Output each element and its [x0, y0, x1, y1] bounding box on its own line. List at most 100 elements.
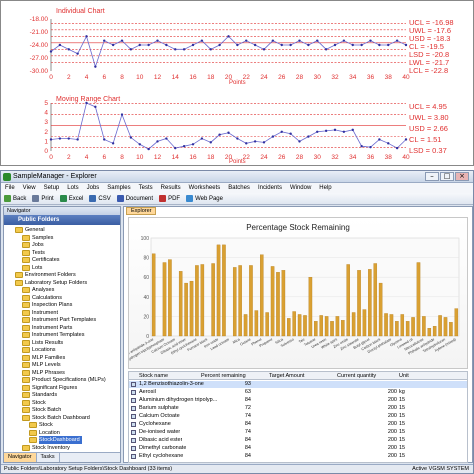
- close-button[interactable]: ×: [455, 172, 469, 181]
- moving-range-point: [165, 137, 168, 140]
- moving-range-ytick-label: 5: [44, 100, 48, 107]
- moving-range-point: [138, 143, 141, 146]
- tab-navigator[interactable]: Navigator: [4, 453, 37, 462]
- tree-item[interactable]: Calculations: [22, 294, 62, 302]
- table-cell-name: Barium sulphate: [139, 405, 179, 411]
- excel-button[interactable]: Excel: [57, 194, 87, 204]
- menu-item-tests[interactable]: Tests: [138, 185, 153, 191]
- moving-range-chart-title: Moving Range Chart: [56, 96, 120, 103]
- menu-item-window[interactable]: Window: [289, 185, 312, 191]
- tree-item[interactable]: Analyses: [22, 286, 54, 294]
- tree-item[interactable]: Instrument Part Templates: [22, 316, 96, 324]
- tree-item[interactable]: Locations: [22, 346, 56, 354]
- tree-item[interactable]: Location: [29, 429, 60, 437]
- tree-item[interactable]: Instrument: [22, 309, 58, 317]
- folder-icon: [22, 339, 30, 346]
- tree-item[interactable]: Standards: [22, 391, 57, 399]
- tree-item[interactable]: Jobs: [22, 241, 44, 249]
- tree-item[interactable]: Stock: [22, 399, 46, 407]
- bar: [357, 270, 361, 337]
- menu-item-samples[interactable]: Samples: [107, 185, 131, 191]
- folder-icon: [22, 234, 30, 241]
- maximize-button[interactable]: □: [440, 172, 454, 181]
- col-unit[interactable]: Unit: [399, 373, 409, 379]
- csv-button[interactable]: CSV: [86, 194, 113, 204]
- tree-item[interactable]: MLP Families: [22, 354, 65, 362]
- tree-item[interactable]: Stock Batch Dashboard: [22, 414, 90, 422]
- individual-point: [191, 43, 195, 47]
- col-target-amount[interactable]: Target Amount: [269, 373, 305, 379]
- table-row[interactable]: Dimethyl carbonate 84 200 15: [129, 445, 467, 452]
- menu-item-setup[interactable]: Setup: [43, 185, 60, 191]
- tree-item-label: Lots: [32, 264, 43, 271]
- moving-range-point: [103, 138, 106, 141]
- tree-item[interactable]: Samples: [22, 234, 53, 242]
- table-row[interactable]: Aerosil 63 200 kg: [129, 389, 467, 396]
- tree-item[interactable]: Instrument Templates: [22, 331, 84, 339]
- table-row[interactable]: Cyclohexane 84 200 15: [129, 421, 467, 428]
- bar: [178, 271, 183, 337]
- tree-item[interactable]: Lists Results: [22, 339, 63, 347]
- menu-item-batches[interactable]: Batches: [228, 185, 250, 191]
- public-folders-header[interactable]: Public Folders: [4, 215, 120, 225]
- pdf-button[interactable]: PDF: [156, 194, 183, 204]
- moving-range-point: [351, 128, 354, 132]
- tree-item[interactable]: Stock Batch: [22, 406, 61, 414]
- menu-item-file[interactable]: File: [5, 185, 15, 191]
- tree-item-label: Inspection Plans: [32, 302, 73, 308]
- individual-point: [67, 48, 70, 51]
- table-cell-percent: 84: [244, 437, 251, 443]
- table-row[interactable]: 1,2 Benzisothiazolin-3-one 93: [129, 381, 467, 388]
- tree-item[interactable]: Certificates: [22, 256, 60, 264]
- excel-icon: [59, 195, 67, 202]
- col-current-quantity[interactable]: Current quantity: [337, 373, 377, 379]
- tree-item-label: Locations: [32, 347, 56, 353]
- tree-item[interactable]: Tests: [22, 249, 45, 257]
- tree-item[interactable]: MLP Levels: [22, 361, 61, 369]
- category-label: Glycerol: [389, 337, 403, 347]
- bar: [432, 326, 437, 337]
- tree-item[interactable]: StockDashboard: [29, 436, 82, 444]
- tab-tasks[interactable]: Tasks: [37, 453, 60, 462]
- tree-item[interactable]: Product Specifications (MLPs): [22, 376, 106, 384]
- tree-item[interactable]: Laboratory Setup Folders: [15, 279, 87, 287]
- moving-range-point: [236, 137, 239, 140]
- menu-item-help[interactable]: Help: [319, 185, 332, 191]
- web-page-icon: [186, 195, 194, 202]
- table-row[interactable]: Calcium Octoate 74 200 15: [129, 413, 467, 420]
- tab-explorer[interactable]: Explorer: [126, 207, 157, 215]
- menu-item-results[interactable]: Results: [160, 185, 181, 191]
- print-button[interactable]: Print: [29, 194, 56, 204]
- back-button[interactable]: Back: [1, 194, 29, 204]
- stock-icon: [131, 382, 136, 387]
- document-button[interactable]: Document: [114, 194, 156, 204]
- menu-item-jobs[interactable]: Jobs: [86, 185, 100, 191]
- tree-item[interactable]: MLP Phrases: [22, 369, 65, 377]
- web-page-button[interactable]: Web Page: [183, 194, 226, 204]
- tree-item[interactable]: Stock Inventory: [22, 444, 70, 452]
- tree-item[interactable]: General: [15, 226, 45, 234]
- minimize-button[interactable]: –: [425, 172, 439, 181]
- bar: [449, 322, 453, 337]
- folder-icon: [22, 407, 30, 413]
- menu-item-worksheets[interactable]: Worksheets: [188, 185, 221, 191]
- table-row[interactable]: Aluminium dihydrogen tripolyp... 84 200 15: [129, 397, 467, 404]
- tree-item[interactable]: Lots: [22, 264, 42, 272]
- tree-item[interactable]: Instrument Parts: [22, 324, 72, 332]
- col-percent-remaining[interactable]: Percent remaining: [201, 373, 246, 379]
- tree-item[interactable]: Inspection Plans: [22, 301, 72, 309]
- table-row[interactable]: Dibasic acid ester 84 200 15: [129, 437, 467, 444]
- folder-icon: [22, 287, 30, 293]
- tree-item[interactable]: Significant Figures: [22, 384, 77, 392]
- menu-item-lots[interactable]: Lots: [67, 185, 79, 191]
- menu-item-incidents[interactable]: Incidents: [257, 185, 282, 191]
- col-stock-name[interactable]: Stock name: [139, 373, 169, 379]
- tree-item[interactable]: Stock: [29, 421, 53, 429]
- table-row[interactable]: Ethyl cyclohexane 84 200 15: [129, 453, 467, 460]
- moving-range-limit-label: LSD = 0.37: [409, 146, 447, 155]
- tree-item[interactable]: Environment Folders: [15, 271, 76, 279]
- table-row[interactable]: Barium sulphate 72 200 15: [129, 405, 467, 412]
- menu-item-view[interactable]: View: [22, 185, 36, 191]
- table-row[interactable]: De-ionised water 74 200 15: [129, 429, 467, 436]
- moving-range-point: [76, 138, 79, 141]
